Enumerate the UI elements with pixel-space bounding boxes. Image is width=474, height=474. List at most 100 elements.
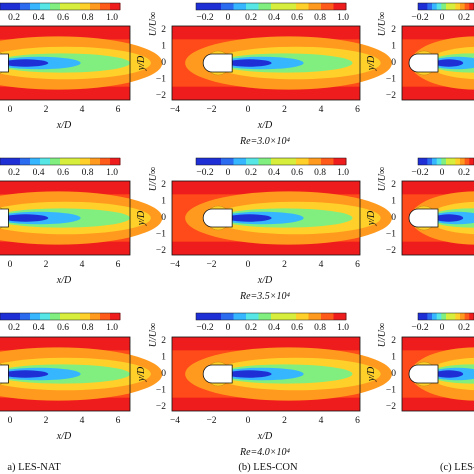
x-tick: −2: [206, 416, 216, 426]
y-axis-label: y/D: [136, 210, 147, 226]
contour-plot-r1-c1: [0, 25, 163, 101]
colorbar-tick: 0: [440, 323, 445, 333]
colorbar-tick: −0.2: [196, 168, 213, 178]
bluff-body: [202, 208, 233, 228]
colorbar-swatch: [321, 313, 334, 320]
upper-band: [402, 26, 474, 40]
colorbar-swatch: [100, 3, 111, 10]
colorbar-swatch: [0, 313, 11, 320]
colorbar-swatch: [90, 3, 101, 10]
x-axis-label: x/D: [56, 275, 72, 286]
x-tick: −2: [206, 105, 216, 115]
lower-band: [402, 241, 474, 255]
colorbar-frame: [195, 312, 347, 321]
colorbar-swatch: [436, 3, 442, 10]
reynolds-label: Re=4.0×10⁴: [239, 447, 291, 458]
y-tick: 0: [391, 213, 396, 223]
x-tick: 4: [80, 260, 85, 270]
colorbar-quantity-label: U/U∞: [377, 12, 388, 36]
reynolds-label: Re=3.0×10⁴: [239, 136, 291, 147]
colorbar-swatch: [233, 158, 247, 165]
colorbar-tick: 0.6: [291, 168, 303, 178]
wake-core: [434, 214, 464, 222]
colorbar-swatch: [469, 158, 474, 165]
colorbar-tick: −0.2: [411, 323, 428, 333]
colorbar-tick: 0.6: [57, 13, 69, 23]
colorbar-swatch: [422, 158, 428, 165]
y-tick: 0: [161, 213, 166, 223]
colorbar-swatch: [283, 313, 297, 320]
colorbar-tick: 0.8: [314, 13, 326, 23]
bluff-body: [0, 53, 9, 73]
lower-band: [402, 397, 474, 411]
y-axis-label: y/D: [136, 55, 147, 71]
y-tick: −2: [156, 91, 166, 101]
upper-band: [402, 181, 474, 195]
wake-core: [226, 214, 272, 222]
x-tick: 6: [116, 105, 121, 115]
x-tick: 2: [44, 105, 49, 115]
contour-plot-r1-c3: [401, 25, 474, 101]
plot-frame: [401, 180, 474, 256]
colorbar-tick: 0.2: [8, 323, 20, 333]
x-tick: −4: [170, 105, 180, 115]
colorbar-swatch: [0, 3, 11, 10]
y-tick: −2: [386, 402, 396, 412]
colorbar-swatch: [441, 3, 447, 10]
colorbar-swatch: [418, 3, 424, 10]
colorbar-tick: 0.2: [8, 168, 20, 178]
y-tick: −1: [156, 230, 166, 240]
colorbar-swatch: [10, 3, 21, 10]
colorbar-swatch: [50, 158, 61, 165]
upper-band: [0, 181, 130, 195]
colorbar-tick: 1.0: [106, 13, 118, 23]
colorbar-swatch: [221, 158, 234, 165]
upper-band: [0, 26, 130, 40]
bluff-body: [408, 208, 439, 228]
y-tick: 2: [161, 180, 166, 190]
colorbar-swatch: [455, 3, 461, 10]
colorbar-swatch: [60, 3, 71, 10]
x-axis-label: x/D: [257, 120, 273, 131]
colorbar-tick: 0: [226, 168, 231, 178]
colorbar-swatch: [40, 158, 51, 165]
colorbar-swatch: [450, 158, 456, 165]
colorbar-right-r3: [417, 312, 474, 321]
colorbar-swatch: [196, 158, 209, 165]
y-tick: −1: [386, 75, 396, 85]
colorbar-tick: 0: [440, 13, 445, 23]
x-tick: 0: [8, 416, 13, 426]
colorbar-swatch: [427, 158, 433, 165]
colorbar-swatch: [70, 3, 81, 10]
colorbar-swatch: [90, 158, 101, 165]
y-tick: 1: [161, 197, 166, 207]
x-axis-label: x/D: [257, 431, 273, 442]
colorbar-swatch: [436, 158, 442, 165]
colorbar-tick: 1.0: [337, 323, 349, 333]
plot-frame: [171, 180, 361, 256]
colorbar-swatch: [333, 313, 347, 320]
x-tick: 4: [319, 260, 324, 270]
colorbar-swatch: [460, 3, 466, 10]
colorbar-left-r3: [0, 312, 121, 321]
colorbar-swatch: [464, 3, 470, 10]
colorbar-tick: 1.0: [337, 168, 349, 178]
colorbar-swatch: [446, 158, 452, 165]
colorbar-frame: [417, 157, 474, 166]
x-tick: −4: [170, 416, 180, 426]
plot-frame: [0, 336, 131, 412]
colorbar-tick: −0.2: [411, 168, 428, 178]
colorbar-tick: 0.2: [245, 13, 257, 23]
x-tick: 2: [282, 416, 287, 426]
y-axis-label: y/D: [136, 366, 147, 382]
plot-frame: [0, 25, 131, 101]
lower-band: [172, 397, 360, 411]
colorbar-swatch: [441, 158, 447, 165]
colorbar-swatch: [450, 313, 456, 320]
colorbar-tick: −0.2: [196, 13, 213, 23]
colorbar-swatch: [469, 3, 474, 10]
x-tick: 6: [355, 105, 360, 115]
colorbar-swatch: [80, 158, 91, 165]
plot-frame: [401, 336, 474, 412]
colorbar-swatch: [422, 313, 428, 320]
